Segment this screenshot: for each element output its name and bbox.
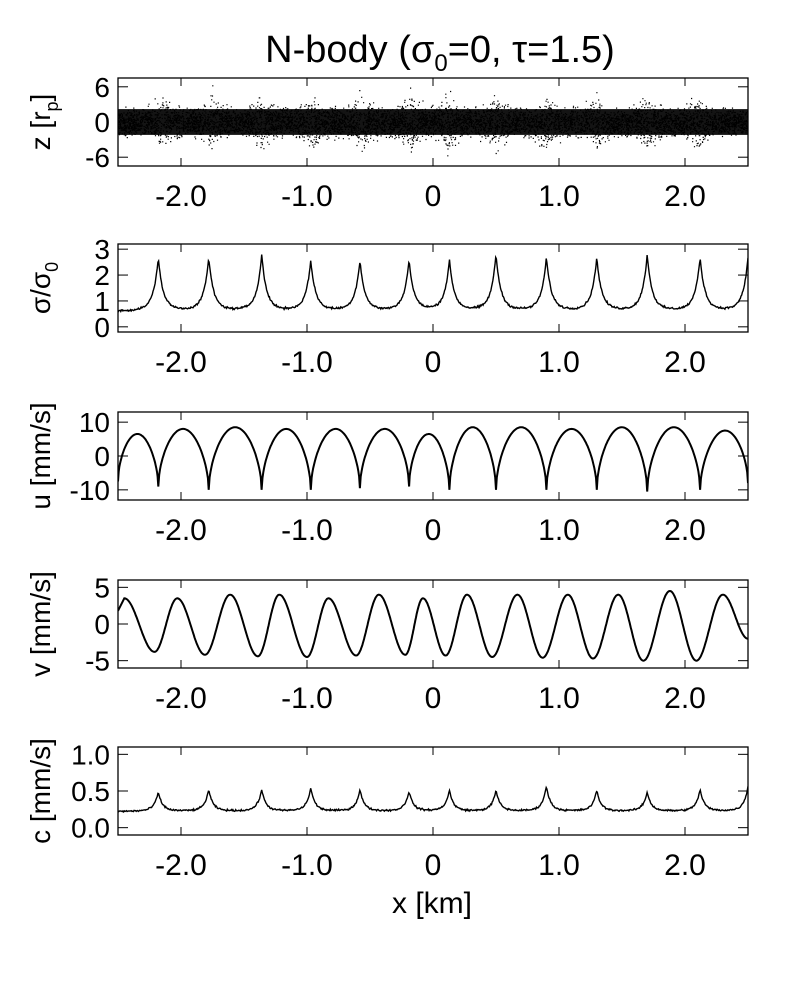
x-tick-label-z: 0 bbox=[425, 180, 442, 213]
panel-c-line: -2.0 -1.0 0 1.0 2.0 1.0 0.5 0.0 c [mm/s] bbox=[25, 738, 749, 882]
y-tick-label-u: 10 bbox=[79, 407, 110, 438]
ylabel-sigma: σ/σ0 bbox=[25, 262, 62, 314]
plot-frame-c bbox=[117, 746, 749, 836]
ylabel-c: c [mm/s] bbox=[25, 738, 56, 844]
y-tick-label-sigma: 2 bbox=[94, 260, 110, 291]
z-particle-core bbox=[118, 109, 748, 135]
x-tick-label-sigma: -2.0 bbox=[155, 346, 207, 379]
x-tick-label-v: 0 bbox=[425, 682, 442, 715]
y-tick-label-v: 0 bbox=[94, 609, 110, 640]
y-tick-label-sigma: 3 bbox=[94, 234, 110, 265]
x-tick-label-u: 1.0 bbox=[538, 514, 580, 547]
series-line-sigma bbox=[118, 254, 748, 314]
y-tick-label-z: 0 bbox=[94, 107, 110, 138]
x-tick-label-c: -1.0 bbox=[281, 849, 333, 882]
x-tick-label-c: 0 bbox=[425, 849, 442, 882]
series-line-c bbox=[118, 785, 748, 814]
y-tick-label-u: -10 bbox=[70, 475, 110, 506]
x-tick-label-z: -1.0 bbox=[281, 180, 333, 213]
x-tick-label-c: 1.0 bbox=[538, 849, 580, 882]
title-subscript: 0 bbox=[434, 50, 447, 77]
y-tick-label-c: 0.5 bbox=[71, 776, 110, 807]
y-tick-label-v: 5 bbox=[94, 572, 110, 603]
y-tick-label-sigma: 0 bbox=[94, 312, 110, 343]
y-tick-label-u: 0 bbox=[94, 441, 110, 472]
y-tick-label-v: -5 bbox=[85, 646, 110, 677]
x-tick-label-v: -2.0 bbox=[155, 682, 207, 715]
panel-v-line: -2.0 -1.0 0 1.0 2.0 5 0 -5 v [mm/s] bbox=[25, 571, 749, 715]
x-tick-label-u: -2.0 bbox=[155, 514, 207, 547]
x-axis-label: x [km] bbox=[392, 887, 472, 920]
chart-title: N-body (σ0=0, τ=1.5) bbox=[265, 29, 615, 77]
ylabel-u: u [mm/s] bbox=[25, 402, 56, 509]
panel-z-scatter: -2.0 -1.0 0 1.0 2.0 6 0 -6 z [rp] bbox=[25, 72, 749, 213]
x-tick-label-z: -2.0 bbox=[155, 180, 207, 213]
x-tick-label-v: 1.0 bbox=[538, 682, 580, 715]
y-tick-label-z: -6 bbox=[85, 142, 110, 173]
x-tick-label-sigma: 1.0 bbox=[538, 346, 580, 379]
x-tick-label-c: 2.0 bbox=[664, 849, 706, 882]
x-tick-label-sigma: 0 bbox=[425, 346, 442, 379]
x-tick-label-v: 2.0 bbox=[664, 682, 706, 715]
series-line-u bbox=[118, 426, 748, 492]
x-tick-label-c: -2.0 bbox=[155, 849, 207, 882]
x-tick-label-v: -1.0 bbox=[281, 682, 333, 715]
x-tick-label-u: 0 bbox=[425, 514, 442, 547]
ylabel-v: v [mm/s] bbox=[25, 571, 56, 677]
x-tick-label-z: 2.0 bbox=[664, 180, 706, 213]
y-tick-label-c: 0.0 bbox=[71, 813, 110, 844]
x-tick-label-z: 1.0 bbox=[538, 180, 580, 213]
y-tick-label-c: 1.0 bbox=[71, 739, 110, 770]
x-tick-label-sigma: 2.0 bbox=[664, 346, 706, 379]
ylabel-z: z [rp] bbox=[25, 94, 62, 151]
y-tick-label-z: 6 bbox=[94, 72, 110, 103]
series-line-v bbox=[118, 589, 748, 662]
x-tick-label-u: 2.0 bbox=[664, 514, 706, 547]
x-tick-label-sigma: -1.0 bbox=[281, 346, 333, 379]
y-tick-label-sigma: 1 bbox=[94, 286, 110, 317]
x-tick-label-u: -1.0 bbox=[281, 514, 333, 547]
